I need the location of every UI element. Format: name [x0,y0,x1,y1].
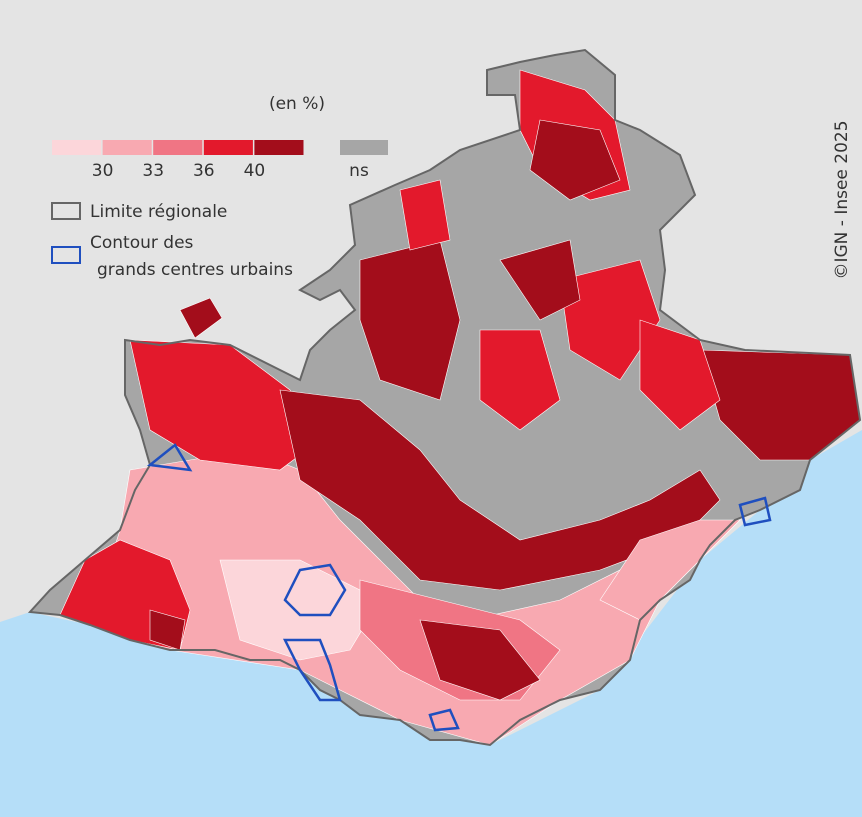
legend-swatch [52,140,102,155]
area [599,519,741,621]
region-limit-label: Limite régionale [90,202,227,222]
region-outline [27,48,862,747]
legend-break-label: 40 [244,161,266,181]
urban-contour [282,638,342,702]
sea [0,430,862,817]
ns-swatch [340,140,388,155]
area [399,179,451,251]
ns-label: ns [349,161,369,181]
legend-swatch [254,140,304,155]
urban-contour-label: Contour des [90,233,194,253]
area [639,319,721,431]
legend-unit: (en %) [269,94,325,114]
region [27,48,862,747]
urban-contour [428,708,460,732]
urban-contour [146,443,193,472]
area [419,619,541,701]
urban-contour [738,496,772,527]
legend-swatch [203,140,253,155]
legend-swatch [153,140,203,155]
legend-swatch [102,140,152,155]
legend-break-label: 36 [193,161,215,181]
area [279,389,721,591]
legend-break-label: 30 [92,161,114,181]
region-limit-swatch [51,202,81,220]
urban-contour [283,563,347,617]
urban-contour-swatch [51,246,81,264]
area [179,297,223,339]
area [529,119,621,201]
urban-contour-label: grands centres urbains [97,260,293,280]
area [499,239,581,321]
legend-break-label: 33 [142,161,164,181]
area [219,559,381,661]
legend: (en %) ns Limite régionale Contour des g… [51,94,388,280]
credit: ©IGN - Insee 2025 [832,120,852,279]
area [479,329,561,431]
